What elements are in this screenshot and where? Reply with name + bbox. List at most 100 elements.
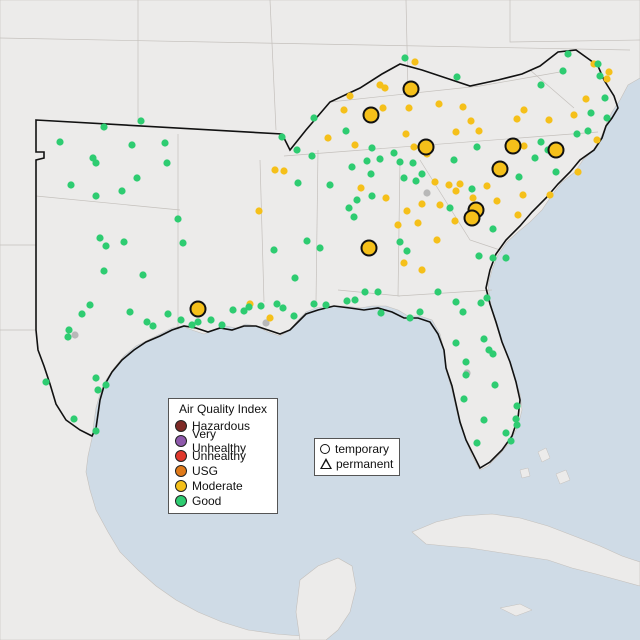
sensor-good-marker[interactable] (293, 146, 301, 154)
sensor-good-marker[interactable] (412, 177, 420, 185)
sensor-good-marker[interactable] (537, 81, 545, 89)
sensor-good-marker[interactable] (245, 303, 253, 311)
sensor-good-marker[interactable] (294, 179, 302, 187)
monitor-moderate-temporary-marker[interactable] (463, 209, 481, 227)
sensor-moderate-marker[interactable] (435, 100, 443, 108)
monitor-moderate-temporary-marker[interactable] (189, 300, 207, 318)
sensor-moderate-marker[interactable] (483, 182, 491, 190)
sensor-good-marker[interactable] (489, 225, 497, 233)
sensor-good-marker[interactable] (177, 316, 185, 324)
monitor-moderate-temporary-marker[interactable] (362, 106, 380, 124)
sensor-good-marker[interactable] (96, 234, 104, 242)
sensor-good-marker[interactable] (596, 72, 604, 80)
sensor-moderate-marker[interactable] (280, 167, 288, 175)
sensor-good-marker[interactable] (468, 185, 476, 193)
sensor-moderate-marker[interactable] (431, 178, 439, 186)
sensor-good-marker[interactable] (603, 114, 611, 122)
monitor-moderate-temporary-marker[interactable] (504, 137, 522, 155)
sensor-moderate-marker[interactable] (570, 111, 578, 119)
sensor-moderate-marker[interactable] (545, 116, 553, 124)
sensor-moderate-marker[interactable] (513, 115, 521, 123)
sensor-good-marker[interactable] (459, 308, 467, 316)
sensor-good-marker[interactable] (65, 326, 73, 334)
sensor-good-marker[interactable] (396, 158, 404, 166)
monitor-moderate-temporary-marker[interactable] (547, 141, 565, 159)
sensor-unavailable-marker[interactable] (423, 189, 431, 197)
sensor-good-marker[interactable] (377, 309, 385, 317)
sensor-good-marker[interactable] (390, 149, 398, 157)
sensor-good-marker[interactable] (194, 318, 202, 326)
sensor-good-marker[interactable] (273, 300, 281, 308)
sensor-good-marker[interactable] (161, 139, 169, 147)
sensor-moderate-marker[interactable] (411, 58, 419, 66)
sensor-good-marker[interactable] (361, 288, 369, 296)
monitor-moderate-temporary-marker[interactable] (417, 138, 435, 156)
monitor-moderate-temporary-marker[interactable] (491, 160, 509, 178)
sensor-good-marker[interactable] (367, 170, 375, 178)
sensor-good-marker[interactable] (480, 335, 488, 343)
sensor-moderate-marker[interactable] (351, 141, 359, 149)
sensor-moderate-marker[interactable] (433, 236, 441, 244)
sensor-good-marker[interactable] (303, 237, 311, 245)
sensor-good-marker[interactable] (353, 196, 361, 204)
sensor-good-marker[interactable] (491, 381, 499, 389)
sensor-good-marker[interactable] (368, 192, 376, 200)
sensor-good-marker[interactable] (513, 421, 521, 429)
sensor-good-marker[interactable] (188, 321, 196, 329)
sensor-good-marker[interactable] (473, 439, 481, 447)
sensor-good-marker[interactable] (94, 386, 102, 394)
sensor-moderate-marker[interactable] (400, 259, 408, 267)
sensor-good-marker[interactable] (418, 170, 426, 178)
sensor-good-marker[interactable] (453, 73, 461, 81)
sensor-good-marker[interactable] (507, 437, 515, 445)
sensor-unavailable-marker[interactable] (71, 331, 79, 339)
sensor-good-marker[interactable] (473, 143, 481, 151)
sensor-good-marker[interactable] (149, 322, 157, 330)
sensor-moderate-marker[interactable] (456, 180, 464, 188)
sensor-good-marker[interactable] (229, 306, 237, 314)
sensor-good-marker[interactable] (70, 415, 78, 423)
sensor-good-marker[interactable] (351, 296, 359, 304)
sensor-moderate-marker[interactable] (520, 142, 528, 150)
sensor-good-marker[interactable] (240, 307, 248, 315)
sensor-good-marker[interactable] (406, 314, 414, 322)
sensor-good-marker[interactable] (531, 154, 539, 162)
sensor-good-marker[interactable] (401, 54, 409, 62)
sensor-moderate-marker[interactable] (582, 95, 590, 103)
sensor-moderate-marker[interactable] (418, 266, 426, 274)
sensor-moderate-marker[interactable] (357, 184, 365, 192)
sensor-good-marker[interactable] (502, 429, 510, 437)
sensor-moderate-marker[interactable] (340, 106, 348, 114)
sensor-good-marker[interactable] (376, 155, 384, 163)
sensor-good-marker[interactable] (350, 213, 358, 221)
sensor-moderate-marker[interactable] (467, 117, 475, 125)
sensor-good-marker[interactable] (78, 310, 86, 318)
sensor-good-marker[interactable] (316, 244, 324, 252)
sensor-good-marker[interactable] (452, 298, 460, 306)
sensor-moderate-marker[interactable] (445, 181, 453, 189)
sensor-good-marker[interactable] (409, 159, 417, 167)
sensor-moderate-marker[interactable] (452, 128, 460, 136)
sensor-moderate-marker[interactable] (394, 221, 402, 229)
sensor-good-marker[interactable] (326, 181, 334, 189)
sensor-good-marker[interactable] (483, 294, 491, 302)
sensor-good-marker[interactable] (403, 247, 411, 255)
monitor-moderate-temporary-marker[interactable] (360, 239, 378, 257)
sensor-good-marker[interactable] (573, 130, 581, 138)
sensor-moderate-marker[interactable] (382, 194, 390, 202)
sensor-unavailable-marker[interactable] (262, 319, 270, 327)
sensor-good-marker[interactable] (143, 318, 151, 326)
sensor-good-marker[interactable] (450, 156, 458, 164)
sensor-good-marker[interactable] (368, 144, 376, 152)
sensor-good-marker[interactable] (537, 138, 545, 146)
sensor-good-marker[interactable] (400, 174, 408, 182)
sensor-moderate-marker[interactable] (271, 166, 279, 174)
sensor-good-marker[interactable] (64, 333, 72, 341)
sensor-moderate-marker[interactable] (451, 217, 459, 225)
sensor-good-marker[interactable] (485, 346, 493, 354)
sensor-moderate-marker[interactable] (603, 75, 611, 83)
sensor-good-marker[interactable] (462, 371, 470, 379)
sensor-good-marker[interactable] (594, 60, 602, 68)
sensor-good-marker[interactable] (118, 187, 126, 195)
